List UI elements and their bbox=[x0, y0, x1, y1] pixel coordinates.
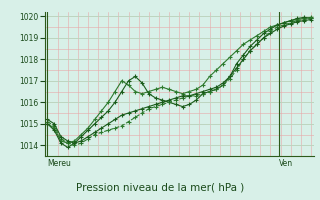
Text: Pression niveau de la mer( hPa ): Pression niveau de la mer( hPa ) bbox=[76, 182, 244, 192]
Text: Ven: Ven bbox=[279, 159, 293, 168]
Text: Mereu: Mereu bbox=[47, 159, 71, 168]
